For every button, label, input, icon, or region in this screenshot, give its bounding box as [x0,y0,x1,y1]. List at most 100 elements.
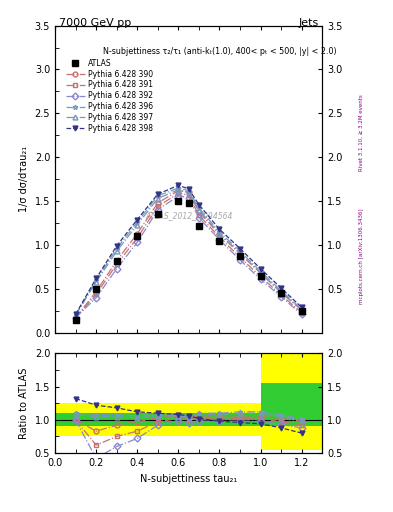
Pythia 6.428 390 [73,315,78,321]
Line: Pythia 6.428 396: Pythia 6.428 396 [73,185,304,317]
Pythia 6.428 391 [114,261,119,267]
Pythia 6.428 390 [258,270,263,276]
Pythia 6.428 391 [186,192,191,198]
Pythia 6.428 398 [258,266,263,272]
Pythia 6.428 397 [156,196,160,202]
Text: mcplots.cern.ch [arXiv:1306.3436]: mcplots.cern.ch [arXiv:1306.3436] [359,208,364,304]
Pythia 6.428 396 [217,229,222,235]
Pythia 6.428 390 [279,289,283,295]
Pythia 6.428 390 [238,251,242,257]
Pythia 6.428 397 [135,222,140,228]
Pythia 6.428 391 [238,254,242,261]
Pythia 6.428 390 [217,231,222,238]
Pythia 6.428 398 [176,182,181,188]
Pythia 6.428 397 [238,250,242,256]
Y-axis label: Ratio to ATLAS: Ratio to ATLAS [19,368,29,439]
Pythia 6.428 391 [135,235,140,241]
Pythia 6.428 391 [176,190,181,196]
Pythia 6.428 397 [94,279,99,285]
Pythia 6.428 396 [196,205,201,211]
ATLAS [186,200,191,206]
ATLAS [114,258,119,264]
Pythia 6.428 392 [258,276,263,282]
Pythia 6.428 396 [114,245,119,251]
Pythia 6.428 396 [238,248,242,254]
Pythia 6.428 392 [186,195,191,201]
Pythia 6.428 397 [279,289,283,295]
ATLAS [135,233,140,239]
Pythia 6.428 391 [156,203,160,209]
Line: Pythia 6.428 392: Pythia 6.428 392 [73,194,304,321]
Pythia 6.428 396 [156,193,160,199]
Pythia 6.428 398 [238,245,242,251]
Pythia 6.428 396 [279,288,283,294]
Pythia 6.428 397 [299,307,304,313]
Pythia 6.428 396 [94,277,99,283]
Text: ATLAS_2012_I1094564: ATLAS_2012_I1094564 [145,211,232,221]
ATLAS [279,290,283,296]
Pythia 6.428 397 [176,187,181,193]
Pythia 6.428 396 [258,268,263,274]
Text: Rivet 3.1.10, ≥ 3.2M events: Rivet 3.1.10, ≥ 3.2M events [359,95,364,172]
Pythia 6.428 392 [156,207,160,213]
Pythia 6.428 390 [196,208,201,215]
Pythia 6.428 397 [114,248,119,254]
Line: Pythia 6.428 397: Pythia 6.428 397 [73,187,304,317]
Pythia 6.428 397 [186,189,191,196]
Pythia 6.428 398 [186,186,191,192]
Line: Pythia 6.428 398: Pythia 6.428 398 [73,183,304,317]
Pythia 6.428 396 [135,219,140,225]
Pythia 6.428 391 [258,273,263,280]
Pythia 6.428 398 [94,275,99,282]
Pythia 6.428 397 [196,207,201,213]
Pythia 6.428 392 [114,266,119,272]
Text: N-subjettiness τ₂/τ₁ (anti-kₜ(1.0), 400< pₜ < 500, |y| < 2.0): N-subjettiness τ₂/τ₁ (anti-kₜ(1.0), 400<… [103,47,337,56]
Pythia 6.428 398 [196,202,201,208]
ATLAS [238,252,242,259]
Pythia 6.428 390 [156,200,160,206]
ATLAS [196,223,201,229]
Legend: ATLAS, Pythia 6.428 390, Pythia 6.428 391, Pythia 6.428 392, Pythia 6.428 396, P: ATLAS, Pythia 6.428 390, Pythia 6.428 39… [64,57,154,135]
Pythia 6.428 392 [217,237,222,243]
Pythia 6.428 391 [279,292,283,298]
Pythia 6.428 390 [186,189,191,196]
Text: Jets: Jets [298,18,318,28]
Pythia 6.428 396 [299,306,304,312]
Pythia 6.428 398 [135,217,140,223]
Pythia 6.428 392 [176,193,181,199]
Pythia 6.428 398 [299,304,304,310]
Pythia 6.428 392 [299,311,304,317]
Pythia 6.428 392 [279,294,283,300]
Pythia 6.428 398 [217,226,222,232]
Pythia 6.428 397 [73,312,78,318]
ATLAS [73,316,78,323]
Pythia 6.428 392 [73,315,78,321]
Pythia 6.428 390 [299,307,304,313]
Pythia 6.428 398 [73,311,78,317]
Pythia 6.428 390 [176,187,181,194]
Text: 7000 GeV pp: 7000 GeV pp [59,18,131,28]
Pythia 6.428 392 [238,257,242,263]
Pythia 6.428 391 [217,234,222,240]
Line: Pythia 6.428 390: Pythia 6.428 390 [73,188,304,321]
Line: ATLAS: ATLAS [72,198,305,323]
Pythia 6.428 390 [135,230,140,237]
Pythia 6.428 396 [186,187,191,194]
Y-axis label: 1/σ dσ/dτau₂₁: 1/σ dσ/dτau₂₁ [19,146,29,212]
X-axis label: N-subjettiness tau₂₁: N-subjettiness tau₂₁ [140,474,237,483]
ATLAS [94,286,99,292]
Pythia 6.428 392 [196,215,201,221]
ATLAS [156,211,160,218]
Pythia 6.428 396 [73,312,78,318]
Pythia 6.428 391 [94,291,99,297]
ATLAS [217,238,222,244]
Pythia 6.428 397 [258,270,263,276]
Line: Pythia 6.428 391: Pythia 6.428 391 [73,191,304,321]
Pythia 6.428 398 [156,191,160,197]
Pythia 6.428 392 [135,239,140,245]
Pythia 6.428 391 [73,315,78,321]
Pythia 6.428 391 [196,212,201,218]
Pythia 6.428 396 [176,185,181,191]
Pythia 6.428 392 [94,294,99,301]
Pythia 6.428 397 [217,230,222,237]
